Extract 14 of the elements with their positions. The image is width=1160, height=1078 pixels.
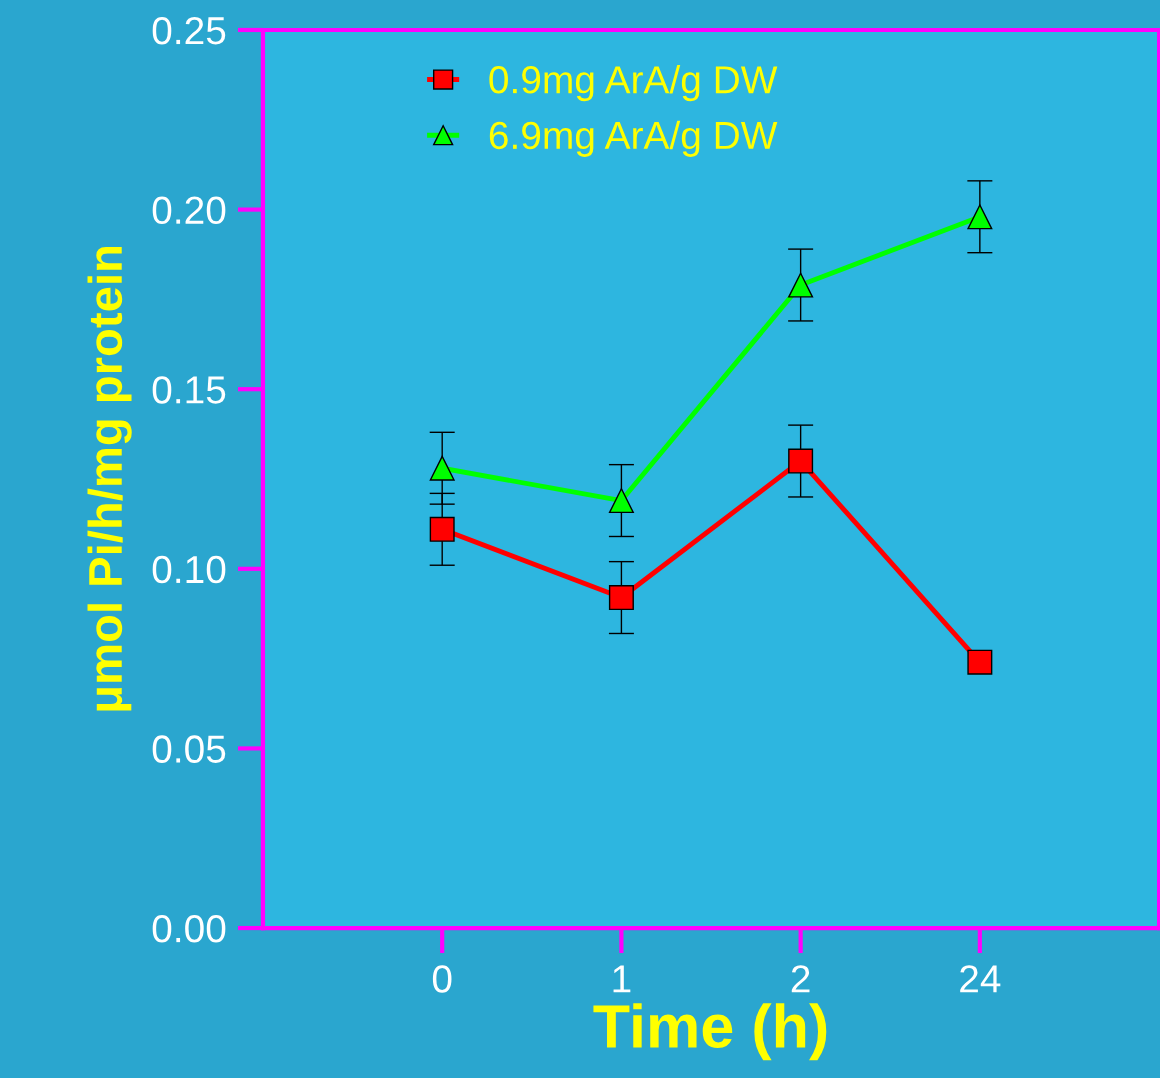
- legend-label: 6.9mg ArA/g DW: [489, 120, 778, 157]
- x-tick-label: 24: [960, 965, 1001, 993]
- y-tick-label: 0.05: [152, 735, 226, 763]
- legend-label: 0.9mg ArA/g DW: [489, 64, 778, 102]
- y-tick-label: 0.10: [152, 555, 226, 584]
- x-tick-label: 0: [432, 965, 452, 993]
- x-tick-label: 2: [791, 965, 810, 993]
- x-axis-title: Time (h): [593, 1003, 827, 1061]
- y-tick-label: 0.00: [152, 914, 226, 943]
- y-tick-label: 0.15: [152, 376, 226, 404]
- y-axis-title: μmol Pi/h/mg protein: [87, 247, 132, 711]
- y-tick-label: 0.20: [152, 196, 226, 225]
- y-tick-label: 0.25: [152, 16, 226, 45]
- x-tick-label: 1: [613, 965, 631, 993]
